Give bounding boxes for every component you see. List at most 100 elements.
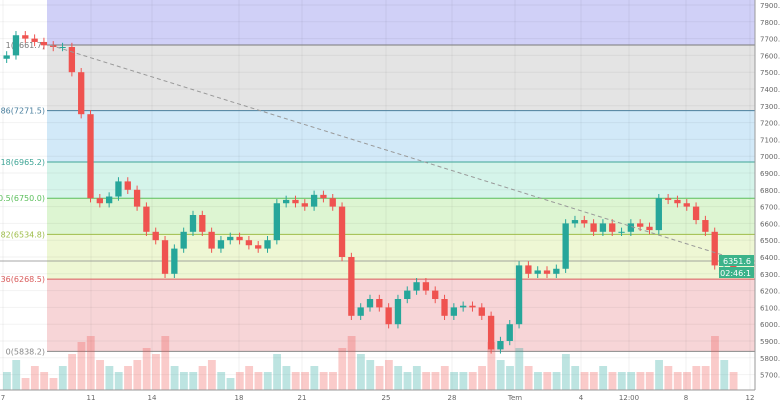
candles bbox=[3, 31, 737, 354]
fib-lines: 1(7661.7) .786(7271.5) .618(6965.2) 0.5(675… bbox=[0, 41, 755, 356]
y-tick-label: 7900.0 bbox=[760, 2, 780, 10]
volume-bar bbox=[170, 366, 179, 390]
volume-bar bbox=[617, 372, 626, 390]
volume-bar bbox=[254, 372, 263, 390]
candle bbox=[208, 231, 215, 249]
y-tick-label: 5800.0 bbox=[760, 355, 780, 363]
candle bbox=[366, 299, 374, 308]
x-tick-label: 7 bbox=[1, 394, 5, 402]
candle bbox=[553, 268, 560, 274]
volume-bar bbox=[3, 372, 11, 390]
candle bbox=[702, 220, 709, 232]
volume-bar bbox=[683, 372, 691, 390]
fib-label: .786(7271.5) bbox=[0, 107, 45, 116]
candle bbox=[199, 215, 206, 232]
volume-bar bbox=[21, 378, 30, 390]
volume-bar bbox=[422, 372, 431, 390]
fib-label: 0.5(6750.0) bbox=[0, 194, 45, 203]
y-axis[interactable]: 7900.0 7800.0 7700.0 7600.0 7500.0 7400.0 7300… bbox=[754, 0, 780, 390]
candle bbox=[245, 240, 253, 246]
candle bbox=[534, 270, 541, 274]
candle bbox=[124, 181, 131, 190]
volume-bar bbox=[673, 372, 682, 390]
volume-bar bbox=[636, 372, 645, 390]
last-price-tag bbox=[719, 255, 754, 266]
fib-label: .236(6268.5) bbox=[0, 275, 45, 284]
candle bbox=[301, 203, 308, 207]
volume-bar bbox=[627, 372, 636, 390]
candle bbox=[543, 270, 551, 274]
y-tick-label: 7500.0 bbox=[760, 69, 780, 77]
volume-bar bbox=[561, 354, 570, 390]
volume-bar bbox=[692, 366, 701, 390]
last-price-label: 6351.6 bbox=[723, 257, 751, 266]
candle bbox=[450, 307, 458, 316]
volume-bar bbox=[506, 366, 514, 390]
volume-bar bbox=[589, 372, 598, 390]
candle bbox=[562, 223, 569, 269]
candle bbox=[310, 194, 318, 207]
candle bbox=[348, 257, 355, 316]
candle bbox=[711, 231, 718, 266]
volume-bar bbox=[459, 372, 468, 390]
candle bbox=[273, 203, 280, 241]
y-tick-label: 7100.0 bbox=[760, 136, 780, 144]
volume-bar bbox=[30, 366, 39, 390]
volume-bar bbox=[207, 360, 216, 390]
candle bbox=[115, 181, 122, 197]
candle bbox=[432, 290, 439, 299]
countdown-tag bbox=[719, 267, 754, 278]
x-axis[interactable]: 7 11 14 18 21 25 28 Tem 4 12:00 8 12 bbox=[0, 389, 755, 402]
candle bbox=[385, 307, 392, 325]
volume-bar bbox=[235, 372, 244, 390]
y-tick-label: 6200.0 bbox=[760, 288, 780, 296]
volume-bar bbox=[338, 348, 347, 390]
volume-bar bbox=[329, 372, 337, 390]
candle bbox=[646, 226, 653, 231]
candle bbox=[292, 199, 299, 204]
y-tick-label: 5900.0 bbox=[760, 338, 780, 346]
fib-label: 1(7661.7) bbox=[6, 41, 45, 50]
y-tick-label: 7000.0 bbox=[760, 153, 780, 161]
x-tick-label: 11 bbox=[87, 394, 96, 402]
candle bbox=[692, 206, 700, 221]
candle bbox=[394, 299, 402, 325]
volume-bar bbox=[180, 372, 188, 390]
candle bbox=[329, 198, 336, 207]
candle bbox=[422, 282, 430, 291]
candle bbox=[171, 248, 178, 274]
volume-bar bbox=[198, 366, 207, 390]
candle bbox=[236, 236, 243, 241]
volume-bar bbox=[729, 372, 738, 390]
volume-bar bbox=[664, 366, 673, 390]
volume-bar bbox=[468, 372, 477, 390]
x-tick-label: Tem bbox=[507, 394, 522, 402]
candle bbox=[320, 194, 327, 199]
y-tick-label: 7200.0 bbox=[760, 120, 780, 128]
candle bbox=[637, 223, 644, 227]
candle bbox=[609, 223, 616, 232]
x-tick-label: 18 bbox=[235, 394, 244, 402]
x-tick-label: 8 bbox=[684, 394, 688, 402]
candle bbox=[12, 35, 20, 56]
volume-bar bbox=[366, 360, 375, 390]
volume-bar bbox=[552, 372, 561, 390]
x-tick-label: 12:00 bbox=[619, 394, 639, 402]
y-tick-label: 7300.0 bbox=[760, 103, 780, 111]
x-tick-label: 21 bbox=[298, 394, 307, 402]
y-tick-label: 7700.0 bbox=[760, 36, 780, 44]
y-tick-label: 6600.0 bbox=[760, 220, 780, 228]
y-tick-label: 7600.0 bbox=[760, 52, 780, 60]
y-tick-label: 6500.0 bbox=[760, 237, 780, 245]
volume-bar bbox=[161, 336, 170, 390]
volume-bar bbox=[152, 354, 160, 390]
fib-label: .618(6965.2) bbox=[0, 158, 45, 167]
volume-bar bbox=[645, 372, 654, 390]
y-tick-label: 6900.0 bbox=[760, 170, 780, 178]
candle bbox=[255, 245, 262, 249]
volume-bar bbox=[431, 372, 440, 390]
candle bbox=[441, 299, 448, 316]
fib-label: .382(6534.8) bbox=[0, 230, 45, 239]
candle bbox=[133, 189, 141, 207]
